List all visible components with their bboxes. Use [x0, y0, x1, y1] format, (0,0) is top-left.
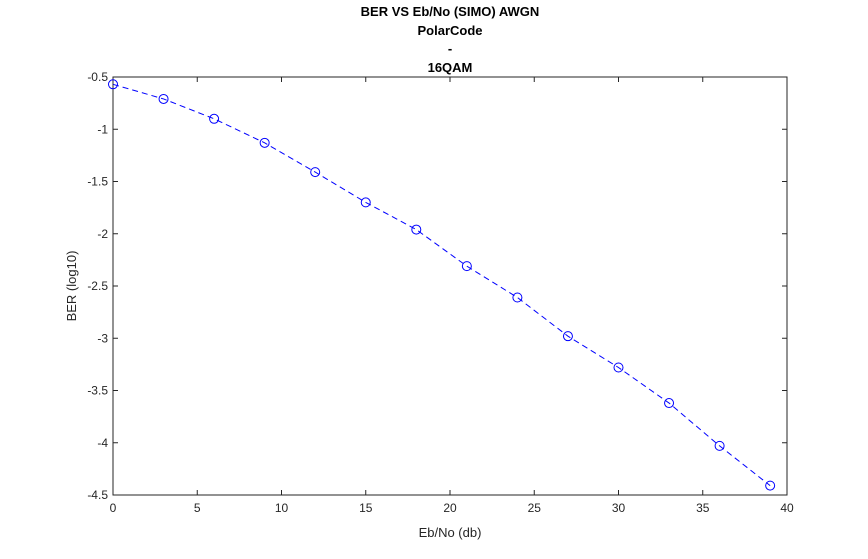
data-point	[714, 440, 725, 451]
data-point	[664, 398, 675, 409]
y-tick-label: -2	[97, 227, 108, 241]
y-tick-label: -1.5	[87, 175, 108, 189]
data-point	[310, 167, 321, 178]
x-tick-label: 30	[612, 501, 626, 515]
y-tick-label: -4	[97, 436, 108, 450]
x-axis-label: Eb/No (db)	[419, 525, 482, 540]
title-line-4: 16QAM	[428, 60, 473, 75]
x-tick-label: 40	[780, 501, 794, 515]
y-tick-label: -3.5	[87, 384, 108, 398]
data-point	[411, 224, 422, 235]
data-point	[360, 197, 371, 208]
data-point	[613, 362, 624, 373]
series-line	[112, 83, 771, 486]
data-point	[512, 292, 523, 303]
y-tick-label: -0.5	[87, 70, 108, 84]
data-point	[259, 137, 270, 148]
data-point	[562, 331, 573, 342]
x-tick-label: 5	[194, 501, 201, 515]
y-tick-label: -3	[97, 331, 108, 345]
y-axis-label: BER (log10)	[64, 251, 79, 322]
title-line-1: BER VS Eb/No (SIMO) AWGN	[361, 4, 540, 19]
x-tick-label: 25	[528, 501, 542, 515]
data-point	[158, 93, 169, 104]
x-tick-label: 10	[275, 501, 289, 515]
chart-title: BER VS Eb/No (SIMO) AWGN PolarCode - 16Q…	[361, 4, 540, 75]
y-axis-ticks: -0.5 -1 -1.5 -2 -2.5 -3 -3.5 -4 -4.5	[87, 70, 787, 502]
x-tick-label: 0	[110, 501, 117, 515]
title-line-2: PolarCode	[417, 23, 482, 38]
y-tick-label: -2.5	[87, 279, 108, 293]
x-axis-ticks: 0 5 10 15 20 25 30 35 40	[110, 77, 794, 515]
y-tick-label: -1	[97, 122, 108, 136]
plot-area	[112, 76, 788, 496]
data-point	[209, 113, 220, 124]
y-tick-label: -4.5	[87, 488, 108, 502]
x-tick-label: 35	[696, 501, 710, 515]
title-line-3: -	[448, 41, 452, 56]
x-tick-label: 15	[359, 501, 373, 515]
data-point	[461, 261, 472, 272]
data-point	[108, 79, 118, 90]
data-point	[765, 480, 776, 491]
series-layer	[108, 79, 776, 491]
x-tick-label: 20	[443, 501, 457, 515]
